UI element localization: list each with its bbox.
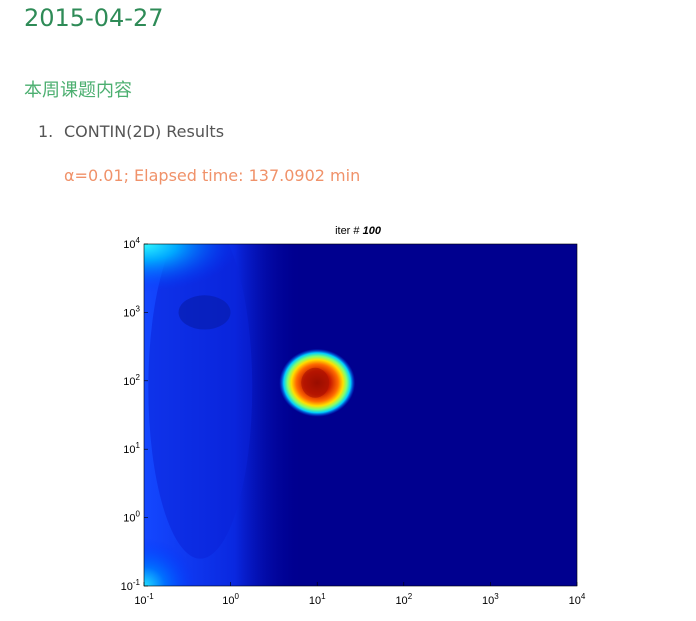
list-item-number: 1. xyxy=(38,122,54,141)
y-tick-label: 104 xyxy=(123,236,140,251)
x-axis: 10-1 100 101 102 103 104 xyxy=(134,582,586,607)
x-tick-label: 102 xyxy=(395,592,412,607)
heatmap-top-corner xyxy=(144,244,240,292)
page-date: 2015-04-27 xyxy=(24,4,164,32)
result-subtitle: α=0.01; Elapsed time: 137.0902 min xyxy=(64,166,361,185)
heatmap-left-haze xyxy=(148,244,253,559)
plot-title-prefix: iter # xyxy=(335,225,363,237)
y-tick-label: 102 xyxy=(123,373,140,388)
x-tick-label: 100 xyxy=(222,592,239,607)
x-tick-label: 104 xyxy=(569,592,586,607)
list-item-label: CONTIN(2D) Results xyxy=(64,122,225,141)
x-tick-label: 101 xyxy=(309,592,326,607)
heatmap-bottom-corner xyxy=(144,538,196,586)
section-title: 本周课题内容 xyxy=(24,80,132,101)
y-tick-label: 100 xyxy=(123,510,140,525)
y-tick-label: 101 xyxy=(123,441,140,456)
heatmap-dark-spot xyxy=(178,295,231,330)
plot-title: iter # 100 xyxy=(335,225,382,237)
y-tick-label: 10-1 xyxy=(121,578,141,593)
heatmap-peak-core xyxy=(301,367,330,398)
plot-frame xyxy=(143,243,578,587)
y-axis: 10-1 100 101 102 103 104 xyxy=(121,236,148,593)
y-tick-label: 103 xyxy=(123,304,140,319)
x-tick-label: 10-1 xyxy=(134,592,154,607)
heatmap-chart: iter # 100 10-1 100 101 102 103 104 10-110010… xyxy=(121,225,586,607)
list-item: 1. CONTIN(2D) Results xyxy=(38,122,224,141)
plot-title-value: 100 xyxy=(363,225,382,237)
x-tick-label: 103 xyxy=(482,592,499,607)
plot-area xyxy=(144,244,577,586)
chart-figure: iter # 100 10-1 100 101 102 103 104 10-1 100 10… xyxy=(100,216,600,616)
